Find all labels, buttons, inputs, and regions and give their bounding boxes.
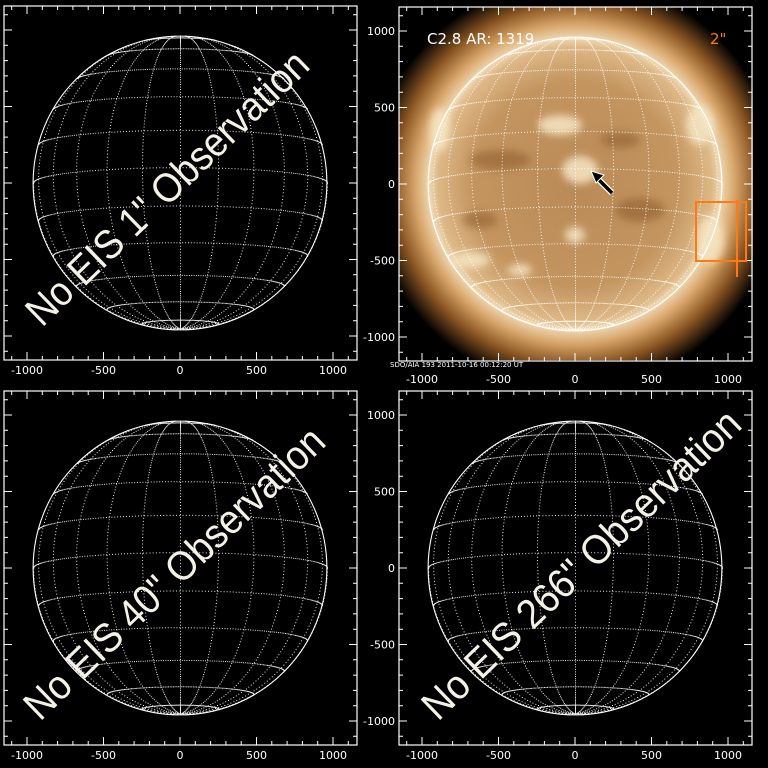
x-tick-label: 0 [572,749,579,762]
aia-event-label: C2.8 AR: 1319 [427,30,534,48]
watermark-eis-1: No EIS 1" Observation [16,41,318,335]
x-tick-label: -500 [486,373,511,386]
x-tick-label: 0 [177,364,184,377]
x-tick-label: 0 [572,373,579,386]
aia-footer: SDO/AIA 193 2011-10-16 00:12:20 UT [390,361,524,369]
x-tick-label: 1000 [319,749,347,762]
x-tick-label: 1000 [714,373,742,386]
grid-dots [428,420,723,715]
x-tick-label: 1000 [319,364,347,377]
x-tick-label: 1000 [714,749,742,762]
grid-dots [33,420,328,715]
y-tick-label: 500 [374,486,395,499]
y-tick-label: 0 [388,562,395,575]
watermark-eis-40: No EIS 40" Observation [14,418,334,729]
x-tick-label: 500 [246,749,267,762]
panel-aia-193: -1000 -1000 -500 -500 0 0 500 500 1000 1000 [363,6,753,386]
x-tick-label: 500 [641,373,662,386]
x-tick-label: -500 [91,749,116,762]
y-tick-label: -500 [370,255,395,268]
axis-ticks [399,7,752,361]
grid-dots [428,36,723,331]
grid-dots [33,35,328,330]
heliographic-grid [32,35,328,331]
arrow-icon [590,170,615,196]
x-tick-label: 500 [246,364,267,377]
eis-raster-box [695,201,747,262]
panel-eis-266: -1000 -1000 -500 -500 0 0 500 500 1000 1000 [363,390,753,762]
y-tick-label: 500 [374,102,395,115]
axis-ticks [399,391,752,745]
x-tick-label: 0 [177,749,184,762]
heliographic-grid [32,420,328,716]
aia-scale-label: 2" [710,30,726,48]
x-tick-label: 500 [641,749,662,762]
y-tick-label: -1000 [363,331,395,344]
eis-field-of-view-box [695,200,747,277]
x-tick-label: -1000 [406,749,438,762]
x-tick-label: -500 [486,749,511,762]
x-tick-label: -1000 [406,373,438,386]
y-tick-label: 0 [388,178,395,191]
x-tick-label: -500 [91,364,116,377]
axis-ticks [4,391,357,745]
axis-ticks [4,6,357,360]
y-tick-label: 1000 [367,409,395,422]
y-tick-label: -1000 [363,715,395,728]
heliographic-grid [427,420,723,716]
y-tick-label: 1000 [367,25,395,38]
watermark-eis-266: No EIS 266" Observation [412,400,750,728]
heliographic-grid [427,36,723,332]
y-tick-label: -500 [370,639,395,652]
x-tick-label: -1000 [11,364,43,377]
x-tick-label: -1000 [11,749,43,762]
